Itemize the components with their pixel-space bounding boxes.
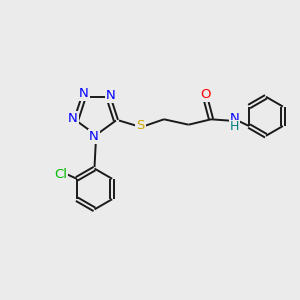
Text: N: N [106,89,115,102]
Text: N: N [79,87,88,100]
Text: N: N [89,130,99,143]
Text: H: H [230,120,239,133]
Text: N: N [230,112,239,125]
Text: Cl: Cl [54,168,67,181]
Text: N: N [68,112,78,125]
Text: O: O [200,88,211,101]
Text: S: S [136,119,145,132]
